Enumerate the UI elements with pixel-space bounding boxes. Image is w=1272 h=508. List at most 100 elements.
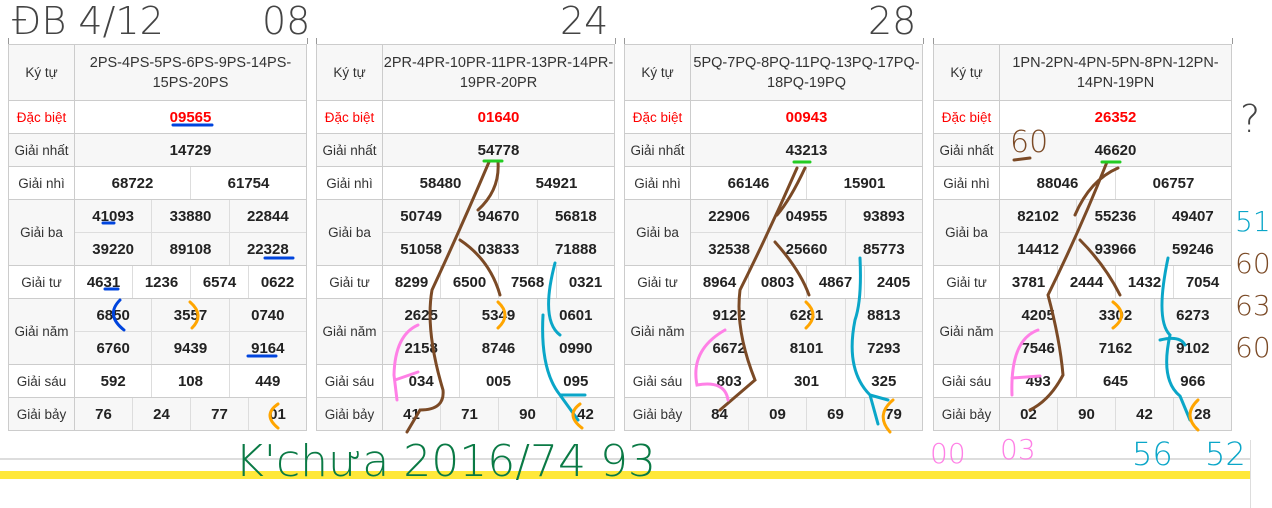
- annotation-text: 56: [1132, 435, 1173, 473]
- table-row: Giải tư 4631 1236 6574 0622: [8, 265, 307, 299]
- divider: [624, 38, 625, 44]
- prize-number: 7162: [1076, 332, 1153, 364]
- prize-number: 79: [864, 398, 922, 430]
- prize-label: Giải năm: [933, 298, 1000, 365]
- prize-number: 42: [1115, 398, 1173, 430]
- prize-number: 54921: [498, 167, 614, 199]
- prize-number: 6281: [767, 299, 844, 331]
- prize-number: 0740: [228, 299, 306, 331]
- table-row: Ký tự 5PQ-7PQ-8PQ-11PQ-13PQ-17PQ-18PQ-19P…: [624, 44, 923, 101]
- table-row: Giải nhất 54778: [316, 133, 615, 167]
- annotation-text: 63: [1235, 289, 1271, 322]
- prize-number: 449: [228, 365, 306, 397]
- prize-number: 8746: [459, 332, 536, 364]
- prize-number: 645: [1076, 365, 1153, 397]
- divider: [615, 38, 616, 44]
- prize-label: Giải bảy: [8, 397, 75, 431]
- divider: [933, 38, 934, 44]
- table-row: Giải năm 2625 5349 0601 2158 8746 0990: [316, 298, 615, 365]
- notice-bar: [0, 471, 1250, 479]
- prize-number: 85773: [844, 233, 922, 265]
- prize-label: Giải sáu: [316, 364, 383, 398]
- divider: [316, 38, 317, 44]
- prize-number: 095: [536, 365, 614, 397]
- prize-label: Giải bảy: [933, 397, 1000, 431]
- prize-label: Giải tư: [8, 265, 75, 299]
- prize-number: 89108: [151, 233, 228, 265]
- prize-number: 50749: [400, 207, 443, 225]
- prize-number: 42: [556, 398, 614, 430]
- prize-number: 02: [1020, 405, 1037, 423]
- table-row: Ký tự 2PR-4PR-10PR-11PR-13PR-14PR-19PR-20…: [316, 44, 615, 101]
- prize-number: 22328: [228, 233, 306, 265]
- table-row: Giải nhì 88046 06757: [933, 166, 1232, 200]
- prize-number: 4867: [806, 266, 864, 298]
- prize-number: 51058: [400, 240, 443, 258]
- prize-label: Giải nhất: [624, 133, 691, 167]
- table-row: Giải sáu 034 005 095: [316, 364, 615, 398]
- results-table: Ký tự 5PQ-7PQ-8PQ-11PQ-13PQ-17PQ-18PQ-19P…: [624, 44, 923, 431]
- prize-number: 68722: [111, 174, 154, 192]
- prize-number: 94670: [459, 200, 536, 232]
- prize-number: 034: [408, 372, 434, 390]
- prize-number: 301: [767, 365, 844, 397]
- prize-number: 32538: [708, 240, 751, 258]
- prize-number: 493: [1025, 372, 1051, 390]
- prize-number: 2405: [864, 266, 922, 298]
- prize-number: 4631: [86, 273, 121, 291]
- table-row: Giải nhì 58480 54921: [316, 166, 615, 200]
- prize-label: Giải nhì: [8, 166, 75, 200]
- prize-number: 71: [440, 398, 498, 430]
- prize-number: 69: [806, 398, 864, 430]
- ticket-codes: 2PS-4PS-5PS-6PS-9PS-14PS-15PS-20PS: [89, 54, 292, 91]
- prize-number: 6273: [1153, 299, 1231, 331]
- annotation-text: 52: [1205, 435, 1246, 473]
- prize-number: 0601: [536, 299, 614, 331]
- prize-number: 9102: [1153, 332, 1231, 364]
- prize-number: 9122: [712, 306, 746, 324]
- table-row: Giải năm 4205 3302 6273 7546 7162 9102: [933, 298, 1232, 365]
- table-row: Giải ba 41093 33880 22844 39220 89108 22328: [8, 199, 307, 266]
- prize-label: Giải ba: [624, 199, 691, 266]
- table-row: Giải sáu 592 108 449: [8, 364, 307, 398]
- table-row: Giải ba 22906 04955 93893 32538 25660 85773: [624, 199, 923, 266]
- table-row: Giải ba 82102 55236 49407 14412 93966 59246: [933, 199, 1232, 266]
- table-row: Giải sáu 803 301 325: [624, 364, 923, 398]
- annotation-text: 28: [868, 0, 917, 43]
- annotation-text: 51: [1235, 205, 1271, 238]
- prize-number: 58480: [419, 174, 462, 192]
- prize-number: 6500: [440, 266, 498, 298]
- prize-number: 803: [716, 372, 742, 390]
- prize-label: Đặc biệt: [624, 100, 691, 134]
- divider: [1232, 38, 1233, 44]
- prize-number: 1236: [132, 266, 190, 298]
- prize-label: Giải năm: [8, 298, 75, 365]
- results-table: Ký tự 2PR-4PR-10PR-11PR-13PR-14PR-19PR-20…: [316, 44, 615, 431]
- prize-number: 592: [100, 372, 126, 390]
- prize-number: 8813: [844, 299, 922, 331]
- prize-number: 84: [711, 405, 728, 423]
- table-row: Giải nhất 14729: [8, 133, 307, 167]
- annotation-text: ?: [1240, 97, 1261, 141]
- prize-label: Giải nhì: [316, 166, 383, 200]
- table-row: Đặc biệt 09565: [8, 100, 307, 134]
- divider: [307, 38, 308, 44]
- prize-number: 66146: [727, 174, 770, 192]
- table-row: Giải ba 50749 94670 56818 51058 03833 71888: [316, 199, 615, 266]
- prize-number: 06757: [1115, 167, 1231, 199]
- prize-label: Giải ba: [316, 199, 383, 266]
- prize-number: 8964: [702, 273, 737, 291]
- first-prize: 54778: [477, 141, 520, 159]
- results-table: Ký tự 2PS-4PS-5PS-6PS-9PS-14PS-15PS-20PS …: [8, 44, 307, 431]
- prize-number: 76: [95, 405, 112, 423]
- prize-label: Đặc biệt: [316, 100, 383, 134]
- prize-number: 7546: [1021, 339, 1055, 357]
- ticket-codes: 1PN-2PN-4PN-5PN-8PN-12PN-14PN-19PN: [1012, 54, 1219, 91]
- prize-label: Giải bảy: [316, 397, 383, 431]
- prize-number: 82102: [1017, 207, 1060, 225]
- prize-number: 5349: [459, 299, 536, 331]
- annotation-text: 60: [1235, 331, 1271, 364]
- annotation-text: 08: [262, 0, 311, 43]
- prize-label: Giải sáu: [933, 364, 1000, 398]
- prize-number: 25660: [767, 233, 844, 265]
